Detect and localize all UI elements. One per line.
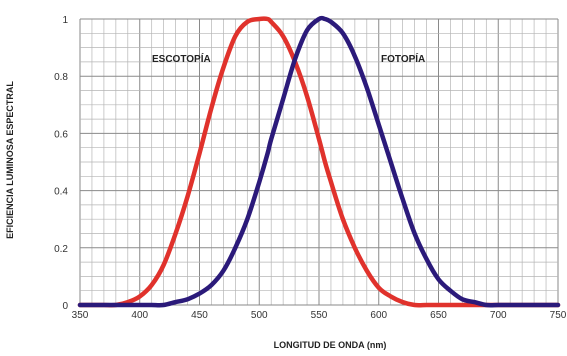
x-tick-label: 400 xyxy=(131,310,148,321)
x-axis-title: LONGITUD DE ONDA (nm) xyxy=(274,340,387,350)
y-axis-ticks: 0 0.2 0.4 0.6 0.8 1 xyxy=(54,15,68,312)
x-tick-label: 350 xyxy=(72,310,89,321)
x-tick-label: 750 xyxy=(550,310,567,321)
x-tick-label: 600 xyxy=(370,310,387,321)
y-tick-label: 0.4 xyxy=(54,187,68,198)
y-tick-label: 0.2 xyxy=(54,244,68,255)
x-tick-label: 500 xyxy=(251,310,268,321)
grid xyxy=(79,18,559,306)
series-line-fotopia xyxy=(77,15,561,308)
x-axis-ticks: 350 400 450 500 550 600 650 700 750 xyxy=(72,310,567,321)
x-tick-label: 700 xyxy=(490,310,507,321)
y-tick-label: 0.6 xyxy=(54,129,68,140)
x-tick-label: 550 xyxy=(311,310,328,321)
series-group xyxy=(77,15,561,308)
series-label-escotopia: ESCOTOPÍA xyxy=(152,52,211,65)
y-tick-label: 0 xyxy=(62,301,68,312)
y-tick-label: 1 xyxy=(62,15,68,26)
series-label-fotopia: FOTOPÍA xyxy=(381,52,425,65)
series-line-escotopia xyxy=(77,16,561,308)
x-tick-label: 450 xyxy=(191,310,208,321)
x-tick-label: 650 xyxy=(430,310,447,321)
y-axis-title: EFICIENCIA LUMINOSA ESPECTRAL xyxy=(5,81,15,239)
y-tick-label: 0.8 xyxy=(54,72,68,83)
